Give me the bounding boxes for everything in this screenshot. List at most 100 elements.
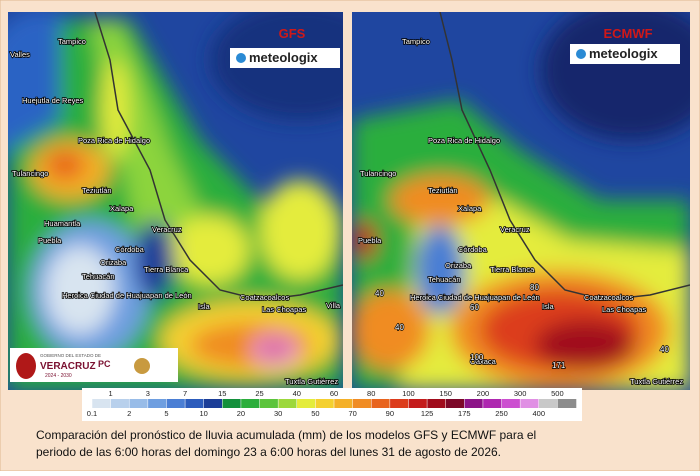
- caption-line: periodo de las 6:00 horas del domingo 23…: [36, 445, 501, 459]
- legend: 0.1 1 2 3 5 7 10 15 20 25 30 40 50 60 70 80 90 100 125 150 1…: [87, 389, 577, 418]
- legend-label: 70: [348, 409, 356, 418]
- place-labels: Tampico Valles Huejutla de Reyes Poza Rica …: [9, 36, 684, 387]
- legend-label: 30: [274, 409, 282, 418]
- agency: PC: [98, 359, 111, 369]
- gfs-map: [8, 12, 343, 390]
- legend-label: 100: [402, 389, 415, 398]
- legend-label: 3: [146, 389, 150, 398]
- legend-swatch: [501, 399, 521, 408]
- legend-label: 10: [200, 409, 208, 418]
- place-label: Tehuacán: [428, 275, 461, 284]
- brand: meteologix: [589, 46, 658, 61]
- legend-swatch: [557, 399, 577, 408]
- legend-label: 1: [109, 389, 113, 398]
- place-label: Oaxaca: [470, 357, 497, 366]
- legend-label: 0.1: [87, 409, 97, 418]
- legend-swatch: [371, 399, 391, 408]
- legend-label: 80: [367, 389, 375, 398]
- legend-swatch: [389, 399, 409, 408]
- legend-swatch: [482, 399, 502, 408]
- legend-swatch: [315, 399, 335, 408]
- place-label: Puebla: [358, 236, 382, 245]
- caption: Comparación del pronóstico de lluvia acu…: [36, 428, 536, 459]
- legend-swatch: [520, 399, 540, 408]
- place-label: Tuxtla Gutiérrez: [285, 377, 338, 386]
- place-label: Heroica Ciudad de Huajuapan de León: [410, 293, 540, 302]
- place-label: Tulancingo: [360, 169, 396, 178]
- rain-amount: 80: [530, 283, 539, 292]
- place-label: Isla: [542, 302, 555, 311]
- ecmwf-header: ECMWF meteologix: [570, 26, 680, 64]
- model-name: GFS: [279, 26, 306, 41]
- place-label: Villa: [326, 301, 341, 310]
- legend-label: 90: [386, 409, 394, 418]
- legend-label: 400: [533, 409, 546, 418]
- government-logo: GOBIERNO DEL ESTADO DE VERACRUZ 2024 - 2…: [10, 348, 178, 382]
- legend-swatch: [259, 399, 279, 408]
- rain-amount: 40: [395, 323, 404, 332]
- legend-label: 200: [477, 389, 490, 398]
- place-label: Puebla: [38, 236, 62, 245]
- rain-amount: 100: [470, 353, 484, 362]
- place-label: Coatzacoalcos: [240, 293, 289, 302]
- place-label: Teziutlán: [428, 186, 458, 195]
- legend-swatch: [408, 399, 428, 408]
- legend-swatch: [278, 399, 298, 408]
- legend-swatch: [296, 399, 316, 408]
- legend-swatch: [110, 399, 130, 408]
- place-label: Veracruz: [500, 225, 530, 234]
- place-label: Orizaba: [100, 258, 127, 267]
- legend-label: 5: [164, 409, 168, 418]
- legend-label: 150: [439, 389, 452, 398]
- place-label: Heroica Ciudad de Huajuapan de León: [62, 291, 192, 300]
- place-label: Huamantla: [44, 219, 81, 228]
- place-label: Tampico: [402, 37, 430, 46]
- place-label: Teziutlán: [82, 186, 112, 195]
- legend-swatch: [92, 399, 111, 408]
- rain-amount: 171: [552, 361, 566, 370]
- place-label: Córdoba: [458, 245, 488, 254]
- legend-label: 25: [255, 389, 263, 398]
- place-label: Tuxtla Gutiérrez: [630, 377, 683, 386]
- legend-swatch: [445, 399, 465, 408]
- legend-label: 60: [330, 389, 338, 398]
- place-label: Tampico: [58, 37, 86, 46]
- legend-swatch: [464, 399, 484, 408]
- legend-label: 7: [183, 389, 187, 398]
- legend-swatch: [427, 399, 446, 408]
- legend-swatch: [185, 399, 204, 408]
- gfs-header: GFS meteologix: [230, 26, 340, 68]
- rain-amount: 40: [660, 345, 669, 354]
- caption-line: Comparación del pronóstico de lluvia acu…: [36, 428, 536, 442]
- legend-label: 40: [293, 389, 301, 398]
- rain-amount: 40: [375, 289, 384, 298]
- place-label: Poza Rica de Hidalgo: [78, 136, 150, 145]
- place-label: Las Choapas: [262, 305, 306, 314]
- legend-label: 250: [495, 409, 508, 418]
- place-label: Veracruz: [152, 225, 182, 234]
- legend-swatch: [222, 399, 242, 408]
- ecmwf-map: [352, 12, 690, 390]
- legend-swatch: [166, 399, 186, 408]
- place-label: Tulancingo: [12, 169, 48, 178]
- brand: meteologix: [249, 50, 318, 65]
- legend-label: 2: [127, 409, 131, 418]
- legend-swatch: [129, 399, 149, 408]
- legend-swatch: [203, 399, 223, 408]
- place-label: Coatzacoalcos: [584, 293, 633, 302]
- legend-swatch: [147, 399, 167, 408]
- legend-label: 20: [237, 409, 245, 418]
- legend-label: 50: [311, 409, 319, 418]
- gov-period: 2024 - 2030: [45, 373, 72, 379]
- legend-label: 500: [551, 389, 564, 398]
- place-label: Las Choapas: [602, 305, 646, 314]
- place-label: Valles: [10, 50, 30, 59]
- place-label: Tierra Blanca: [490, 265, 535, 274]
- place-label: Huejutla de Reyes: [22, 96, 84, 105]
- legend-swatch: [240, 399, 260, 408]
- model-name: ECMWF: [603, 26, 652, 41]
- legend-label: 175: [458, 409, 471, 418]
- legend-label: 125: [421, 409, 434, 418]
- legend-swatch: [538, 399, 558, 408]
